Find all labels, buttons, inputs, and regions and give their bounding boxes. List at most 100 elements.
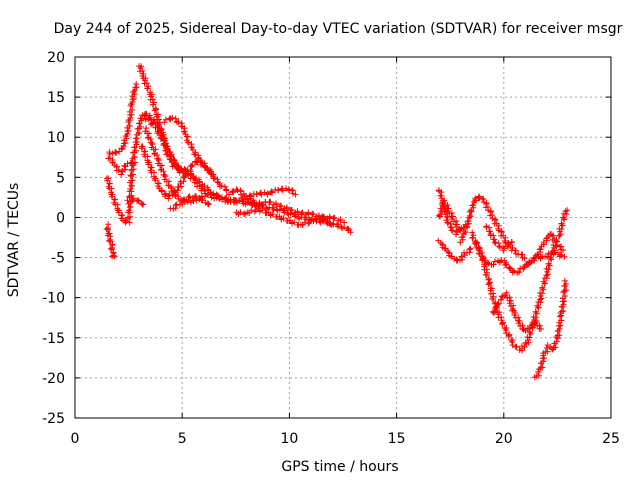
data-point (288, 206, 295, 213)
data-point (540, 278, 547, 285)
data-point (493, 304, 500, 311)
tick-labels: 0 5 10 15 20 25 -25 -20 -15 -10 -5 0 5 10 15 20 (42, 50, 620, 447)
data-point (119, 168, 126, 175)
data-point (230, 189, 237, 196)
data-point (556, 228, 563, 235)
data-point (278, 202, 285, 209)
data-point (194, 183, 201, 190)
data-point (129, 171, 136, 178)
data-point (498, 314, 505, 321)
data-track (103, 159, 139, 226)
data-point (104, 226, 111, 233)
data-point (267, 198, 274, 205)
data-point (115, 209, 122, 216)
data-point (279, 187, 286, 194)
data-point (513, 343, 520, 350)
data-point (550, 232, 557, 239)
data-point (187, 163, 194, 170)
data-point (331, 215, 338, 222)
data-point (483, 200, 490, 207)
data-point (139, 201, 146, 208)
data-point (162, 142, 169, 149)
data-point (149, 141, 156, 148)
x-tick-label: 15 (388, 431, 406, 447)
data-point (110, 252, 117, 259)
data-point (160, 137, 167, 144)
data-point (143, 80, 150, 87)
data-point (223, 187, 230, 194)
data-point (330, 221, 337, 228)
data-points (103, 63, 571, 381)
data-point (108, 246, 115, 253)
data-point (521, 255, 528, 262)
x-tick-label: 10 (280, 431, 298, 447)
data-point (320, 214, 327, 221)
data-point (490, 309, 497, 316)
data-point (560, 301, 567, 308)
data-point (525, 339, 532, 346)
data-point (521, 263, 528, 270)
data-point (216, 195, 223, 202)
data-point (157, 135, 164, 142)
data-point (126, 204, 133, 211)
data-point (152, 177, 159, 184)
data-point (129, 177, 136, 184)
data-point (280, 215, 287, 222)
data-point (238, 191, 245, 198)
data-point (491, 308, 498, 315)
data-point (181, 172, 188, 179)
data-point (294, 209, 301, 216)
data-track (457, 193, 528, 262)
data-point (444, 213, 451, 220)
data-point (560, 307, 567, 314)
data-point (543, 275, 550, 282)
data-point (310, 211, 317, 218)
data-point (435, 212, 442, 219)
data-point (128, 159, 135, 166)
data-point (556, 332, 563, 339)
data-point (165, 182, 172, 189)
data-track (167, 193, 212, 212)
data-point (453, 256, 460, 263)
data-point (185, 194, 192, 201)
data-point (483, 271, 490, 278)
data-point (205, 201, 212, 208)
data-point (204, 200, 211, 207)
data-point (535, 372, 542, 379)
data-point (563, 280, 570, 287)
data-point (264, 191, 271, 198)
data-point (560, 247, 567, 254)
data-point (495, 301, 502, 308)
data-point (256, 200, 263, 207)
data-point (121, 162, 128, 169)
data-point (485, 207, 492, 214)
data-point (180, 173, 187, 180)
data-track (138, 143, 217, 202)
data-point (185, 139, 192, 146)
data-point (135, 197, 142, 204)
data-point (158, 188, 165, 195)
data-point (469, 202, 476, 209)
data-point (469, 234, 476, 241)
data-point (491, 239, 498, 246)
data-point (106, 180, 113, 187)
data-point (486, 228, 493, 235)
y-tick-label: 5 (56, 170, 65, 186)
data-point (283, 205, 290, 212)
data-point (155, 157, 162, 164)
data-point (544, 271, 551, 278)
data-point (526, 325, 533, 332)
data-point (545, 266, 552, 273)
data-point (129, 106, 136, 113)
data-point (511, 312, 518, 319)
data-point (189, 162, 196, 169)
data-point (509, 244, 516, 251)
data-track (435, 237, 474, 264)
data-point (128, 182, 135, 189)
data-track (136, 63, 218, 202)
y-tick-label: 20 (47, 50, 65, 66)
data-point (126, 122, 133, 129)
data-point (103, 226, 110, 233)
data-point (509, 338, 516, 345)
